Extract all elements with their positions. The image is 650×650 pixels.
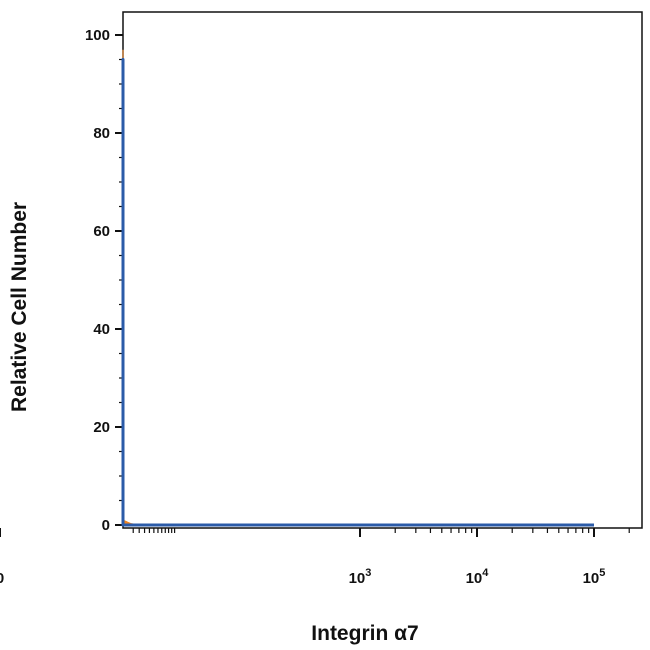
y-tick-label: 100	[85, 27, 110, 44]
y-tick-label: 20	[93, 419, 110, 436]
y-tick-label: 0	[102, 517, 110, 534]
y-tick-label: 40	[93, 321, 110, 338]
x-tick-label: 105	[583, 567, 606, 587]
series-layer	[121, 49, 594, 527]
y-tick-label: 60	[93, 223, 110, 240]
y-axis: 0 20 40 60 80 100	[85, 27, 123, 534]
series-outline-histogram	[121, 58, 594, 527]
x-axis-title: Integrin α7	[311, 622, 418, 645]
x-tick-label: 104	[466, 567, 490, 587]
y-axis-title: Relative Cell Number	[8, 202, 31, 412]
y-tick-label: 80	[93, 125, 110, 142]
series-filled-histogram	[122, 49, 594, 526]
x-tick-label: 103	[349, 567, 372, 587]
plot-frame	[122, 11, 643, 529]
x-tick-label: 0	[0, 570, 4, 587]
x-axis: 0 103 104 105	[0, 528, 630, 587]
